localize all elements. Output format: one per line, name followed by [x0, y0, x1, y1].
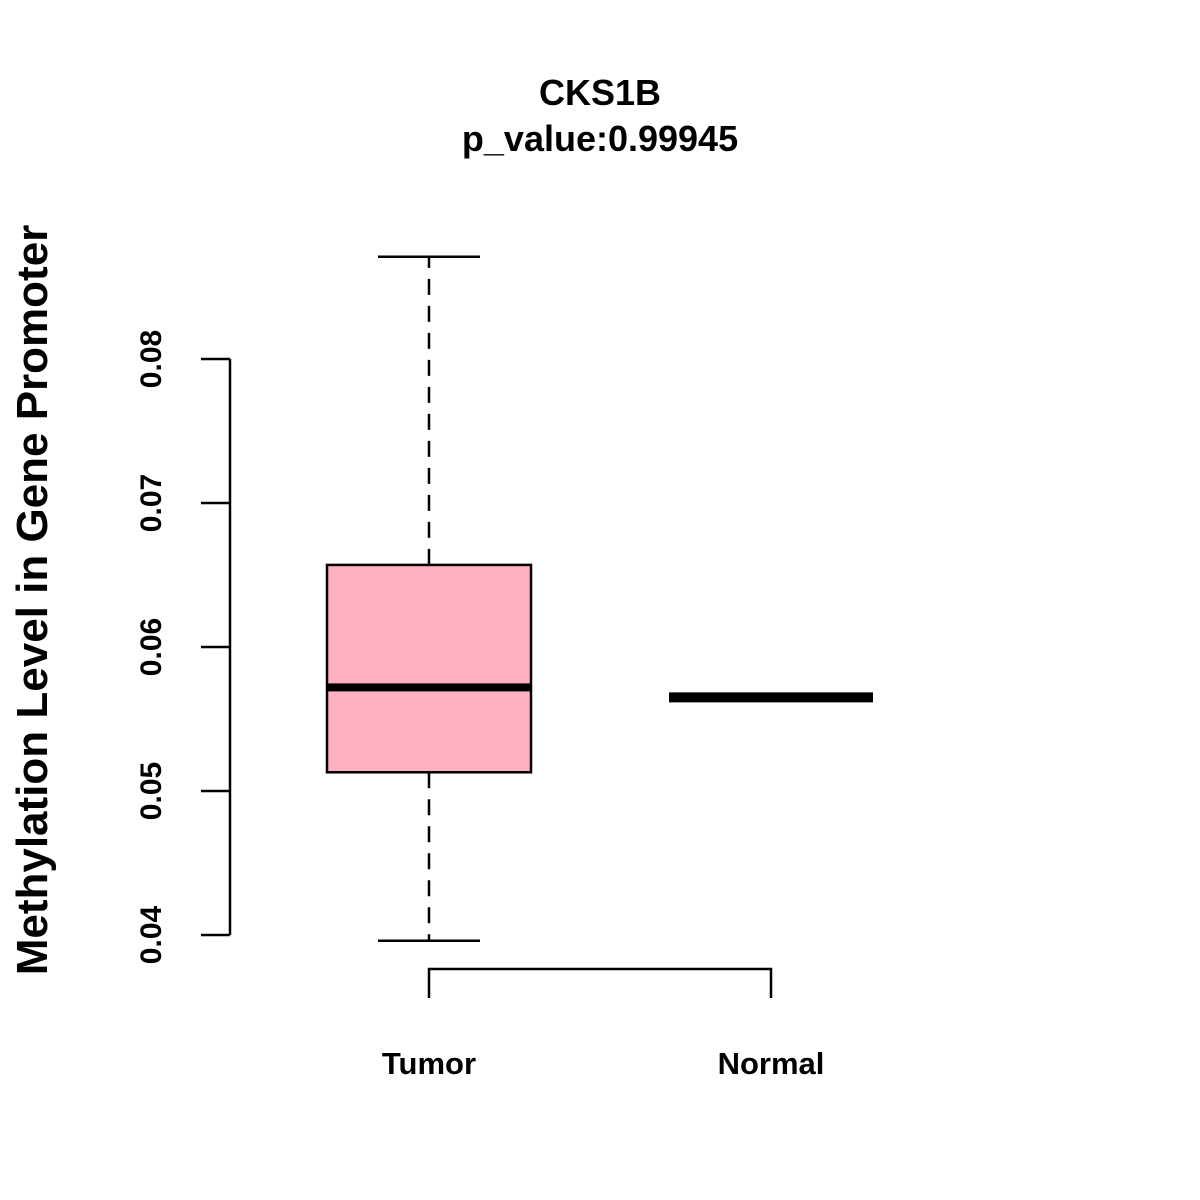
box-series [325, 255, 873, 943]
bracket-line [427, 967, 773, 998]
box-iqr [325, 563, 533, 774]
y-tick-label: 0.04 [135, 905, 168, 964]
comparison-bracket [427, 967, 773, 998]
box-tumor [325, 255, 533, 943]
x-tick-label-tumor: Tumor [382, 1046, 476, 1081]
chart-subtitle: p_value:0.99945 [462, 118, 738, 159]
y-axis-label: Methylation Level in Gene Promoter [8, 225, 57, 976]
x-tick-label-normal: Normal [718, 1046, 825, 1081]
x-axis-tick-labels: Tumor Normal [382, 1046, 824, 1081]
y-tick-label: 0.06 [135, 618, 168, 676]
y-axis-ticks: 0.04 0.05 0.06 0.07 0.08 [135, 330, 230, 964]
chart-title: CKS1B [539, 72, 661, 113]
y-tick-label: 0.05 [135, 762, 168, 820]
y-tick-label: 0.07 [135, 474, 168, 532]
y-tick-label: 0.08 [135, 330, 168, 388]
